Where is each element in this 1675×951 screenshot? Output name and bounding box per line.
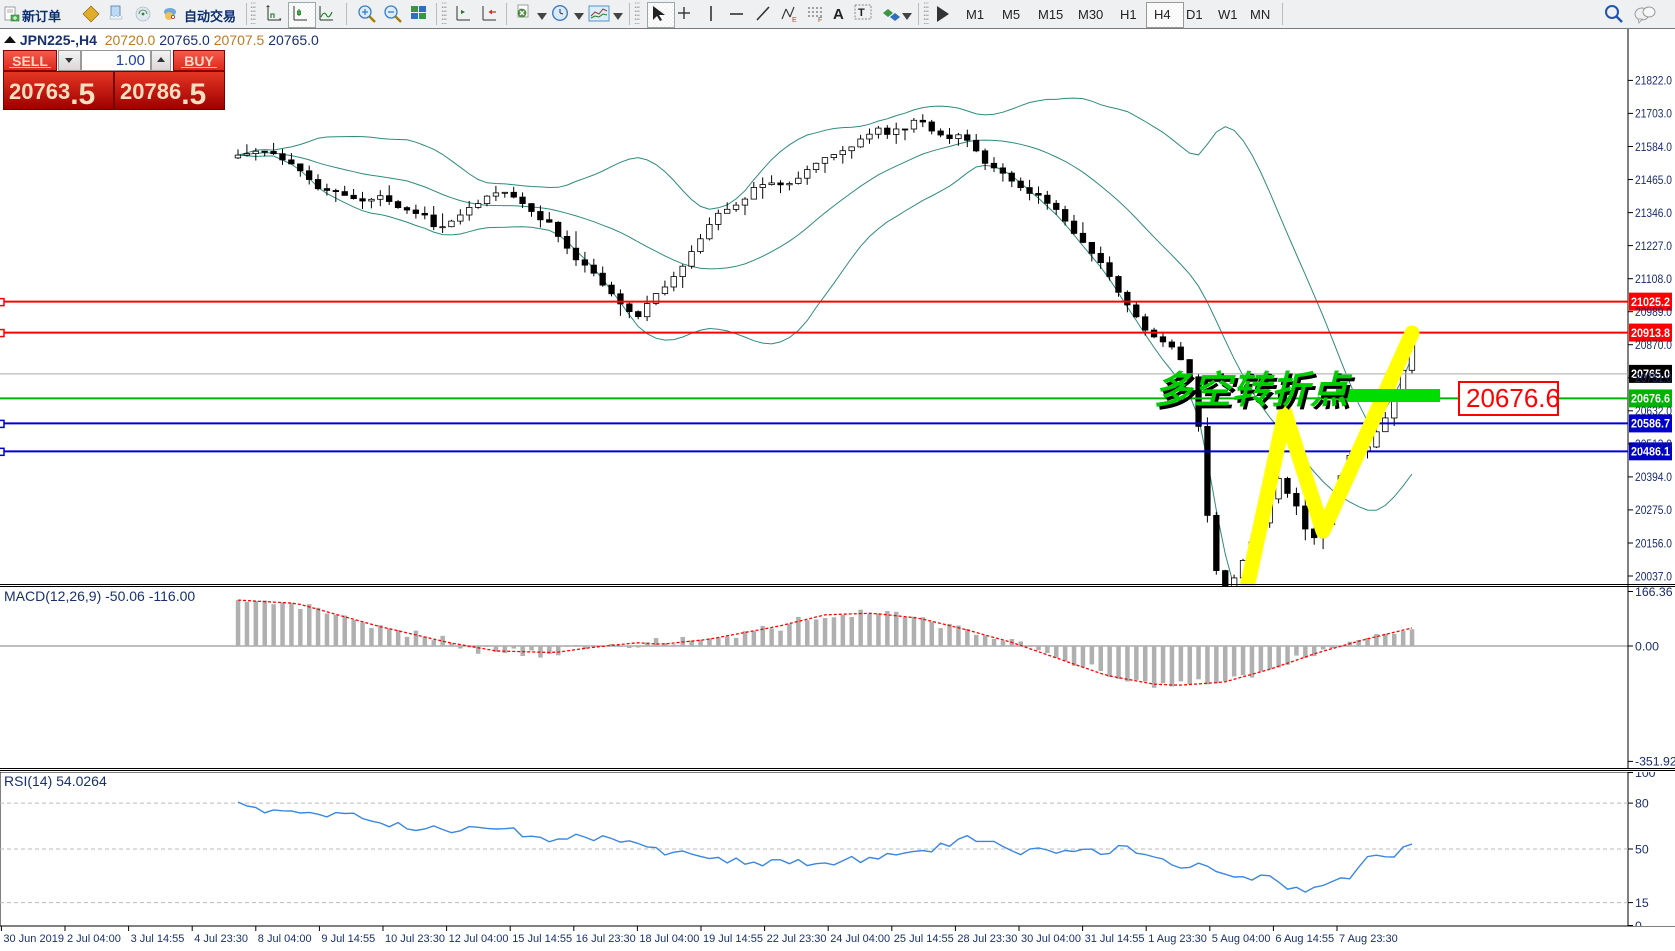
svg-text:5 Aug 04:00: 5 Aug 04:00 [1212,933,1271,945]
svg-text:31 Jul 14:55: 31 Jul 14:55 [1085,933,1145,945]
svg-text:-351.92: -351.92 [1635,755,1675,768]
svg-text:21108.0: 21108.0 [1635,272,1672,286]
svg-text:21822.0: 21822.0 [1635,74,1672,88]
svg-text:MACD(12,26,9) -50.06 -116.00: MACD(12,26,9) -50.06 -116.00 [4,588,195,604]
svg-text:12 Jul 04:00: 12 Jul 04:00 [449,933,509,945]
svg-text:21227.0: 21227.0 [1635,239,1672,253]
svg-text:T: T [858,7,865,19]
svg-text:166.36: 166.36 [1635,587,1673,599]
svg-text:3 Jul 14:55: 3 Jul 14:55 [131,933,185,945]
svg-text:10 Jul 23:30: 10 Jul 23:30 [385,933,445,945]
svg-text:RSI(14) 54.0264: RSI(14) 54.0264 [4,773,107,789]
svg-text:E: E [792,17,797,24]
svg-text:20156.0: 20156.0 [1635,536,1672,550]
svg-text:A: A [833,6,844,23]
svg-text:20870.0: 20870.0 [1635,338,1672,352]
svg-text:18 Jul 04:00: 18 Jul 04:00 [639,933,699,945]
svg-text:20037.0: 20037.0 [1635,569,1672,583]
svg-text:6 Aug 14:55: 6 Aug 14:55 [1275,933,1334,945]
svg-text:21465.0: 21465.0 [1635,173,1672,187]
svg-text:0.00: 0.00 [1635,639,1659,653]
svg-text:28 Jul 23:30: 28 Jul 23:30 [957,933,1017,945]
svg-text:100: 100 [1635,772,1656,780]
svg-text:30 Jul 04:00: 30 Jul 04:00 [1021,933,1081,945]
svg-text:20632.0: 20632.0 [1635,404,1672,418]
svg-text:F: F [818,17,822,24]
svg-text:7 Aug 23:30: 7 Aug 23:30 [1339,933,1398,945]
svg-text:9 Jul 14:55: 9 Jul 14:55 [321,933,375,945]
svg-text:20586.7: 20586.7 [1631,417,1670,431]
svg-text:20676.6: 20676.6 [1466,383,1560,413]
svg-text:8 Jul 04:00: 8 Jul 04:00 [258,933,312,945]
svg-text:21703.0: 21703.0 [1635,107,1672,121]
svg-text:21346.0: 21346.0 [1635,206,1672,220]
svg-text:15: 15 [1635,896,1649,910]
svg-text:24 Jul 04:00: 24 Jul 04:00 [830,933,890,945]
svg-text:16 Jul 23:30: 16 Jul 23:30 [576,933,636,945]
svg-text:20394.0: 20394.0 [1635,470,1672,484]
svg-text:20513.0: 20513.0 [1635,437,1672,451]
svg-text:80: 80 [1635,796,1649,810]
svg-text:20989.0: 20989.0 [1635,305,1672,319]
svg-text:2 Jul 04:00: 2 Jul 04:00 [67,933,121,945]
svg-text:19 Jul 14:55: 19 Jul 14:55 [703,933,763,945]
svg-text:22 Jul 23:30: 22 Jul 23:30 [767,933,827,945]
svg-text:20751.0: 20751.0 [1635,371,1672,385]
svg-text:25 Jul 14:55: 25 Jul 14:55 [894,933,954,945]
svg-text:21584.0: 21584.0 [1635,140,1672,154]
svg-text:20275.0: 20275.0 [1635,503,1672,517]
svg-text:30 Jun 2019: 30 Jun 2019 [3,933,64,945]
svg-text:15 Jul 14:55: 15 Jul 14:55 [512,933,572,945]
svg-text:50: 50 [1635,842,1649,856]
svg-text:0: 0 [1635,919,1642,926]
svg-text:4 Jul 23:30: 4 Jul 23:30 [194,933,248,945]
svg-text:多空转折点: 多空转折点 [1154,370,1353,412]
svg-text:1 Aug 23:30: 1 Aug 23:30 [1148,933,1207,945]
